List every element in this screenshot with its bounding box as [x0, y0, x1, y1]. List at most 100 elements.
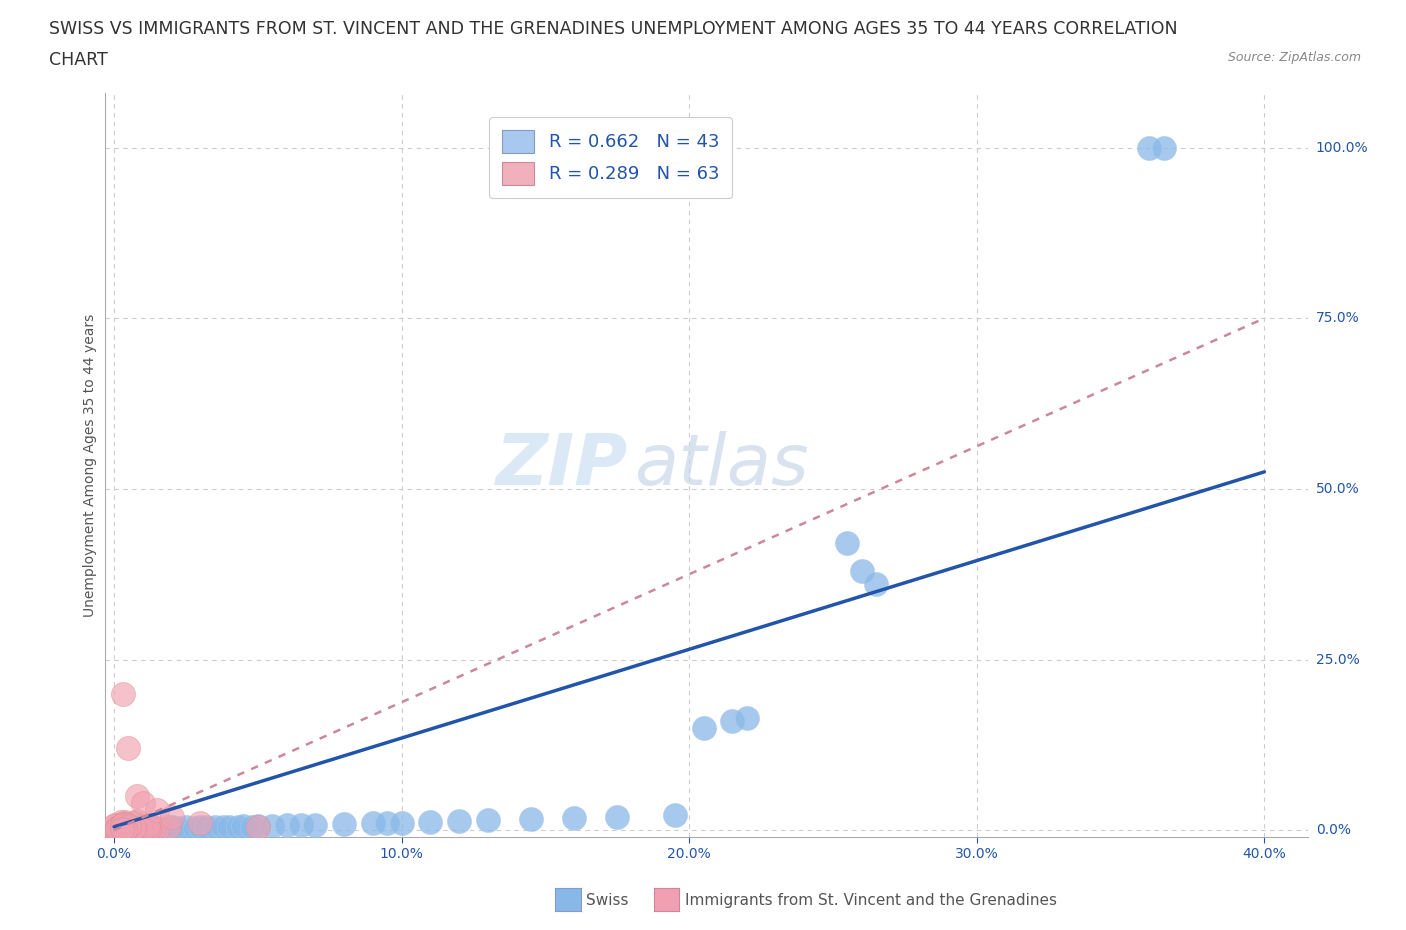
Point — [218, 819, 240, 834]
Point — [120, 822, 142, 837]
Point — [125, 822, 148, 837]
Point — [183, 820, 205, 835]
Point — [246, 819, 269, 834]
Point — [157, 819, 180, 834]
Point — [240, 819, 263, 834]
Point — [112, 817, 135, 831]
Point — [195, 820, 218, 835]
Point — [226, 819, 249, 834]
Point — [107, 822, 129, 837]
Point — [160, 809, 183, 824]
Point — [110, 818, 132, 833]
Point — [188, 816, 211, 830]
Point — [105, 821, 128, 836]
Point — [212, 820, 235, 835]
Text: 50.0%: 50.0% — [1316, 482, 1360, 496]
Point — [110, 819, 132, 834]
Text: CHART: CHART — [49, 51, 108, 69]
Point — [117, 821, 139, 836]
Point — [127, 789, 149, 804]
Point — [103, 819, 125, 834]
Text: 75.0%: 75.0% — [1316, 312, 1360, 326]
Point — [865, 577, 887, 591]
Point — [114, 815, 136, 830]
Point — [121, 822, 143, 837]
Point — [110, 818, 132, 833]
Point — [111, 821, 134, 836]
Point — [391, 816, 413, 830]
Point — [132, 795, 155, 810]
Point — [108, 823, 131, 838]
Point — [160, 820, 183, 835]
Point — [117, 741, 139, 756]
Point — [108, 821, 131, 836]
Point — [692, 721, 714, 736]
Point — [276, 818, 298, 833]
Point — [104, 817, 127, 832]
Y-axis label: Unemployment Among Ages 35 to 44 years: Unemployment Among Ages 35 to 44 years — [83, 313, 97, 617]
Text: SWISS VS IMMIGRANTS FROM ST. VINCENT AND THE GRENADINES UNEMPLOYMENT AMONG AGES : SWISS VS IMMIGRANTS FROM ST. VINCENT AND… — [49, 20, 1178, 38]
Point — [104, 823, 127, 838]
Point — [112, 821, 135, 836]
Point — [1139, 140, 1161, 155]
Point — [138, 817, 160, 832]
Point — [110, 815, 132, 830]
Point — [606, 809, 628, 824]
Point — [111, 822, 134, 837]
Point — [188, 820, 211, 835]
Point — [232, 818, 254, 833]
Point — [138, 820, 160, 835]
Point — [118, 819, 141, 834]
Point — [304, 817, 326, 832]
Text: atlas: atlas — [634, 431, 808, 499]
Point — [166, 820, 188, 835]
Point — [174, 820, 197, 835]
Point — [111, 820, 134, 835]
Point — [136, 818, 159, 833]
Point — [118, 818, 141, 833]
Point — [111, 686, 134, 701]
Point — [110, 822, 132, 837]
Point — [107, 822, 129, 837]
Point — [111, 818, 134, 833]
Point — [851, 564, 873, 578]
Point — [111, 821, 134, 836]
Point — [117, 818, 139, 833]
Point — [107, 821, 129, 836]
Point — [111, 819, 134, 834]
Point — [122, 820, 145, 835]
Point — [142, 821, 165, 836]
Point — [121, 820, 143, 835]
Text: Immigrants from St. Vincent and the Grenadines: Immigrants from St. Vincent and the Gren… — [685, 893, 1057, 908]
Point — [122, 821, 145, 836]
Point — [520, 812, 543, 827]
Point — [735, 711, 758, 725]
Point — [837, 536, 859, 551]
Point — [112, 819, 135, 834]
Point — [375, 816, 398, 830]
Point — [361, 816, 384, 830]
Point — [111, 821, 134, 836]
Text: 0.0%: 0.0% — [1316, 823, 1351, 837]
Point — [112, 818, 135, 833]
Point — [114, 823, 136, 838]
Text: 100.0%: 100.0% — [1316, 140, 1368, 154]
Point — [105, 822, 128, 837]
Text: 25.0%: 25.0% — [1316, 653, 1360, 667]
Point — [103, 823, 125, 838]
Point — [132, 821, 155, 836]
Point — [419, 815, 441, 830]
Point — [246, 818, 269, 833]
Point — [204, 819, 226, 834]
Point — [117, 821, 139, 836]
Point — [562, 810, 585, 825]
Point — [333, 817, 356, 831]
Point — [127, 814, 149, 829]
Point — [111, 819, 134, 834]
Point — [127, 820, 149, 835]
Point — [104, 823, 127, 838]
Point — [155, 821, 177, 836]
Point — [129, 818, 152, 833]
Point — [124, 815, 146, 830]
Point — [114, 822, 136, 837]
